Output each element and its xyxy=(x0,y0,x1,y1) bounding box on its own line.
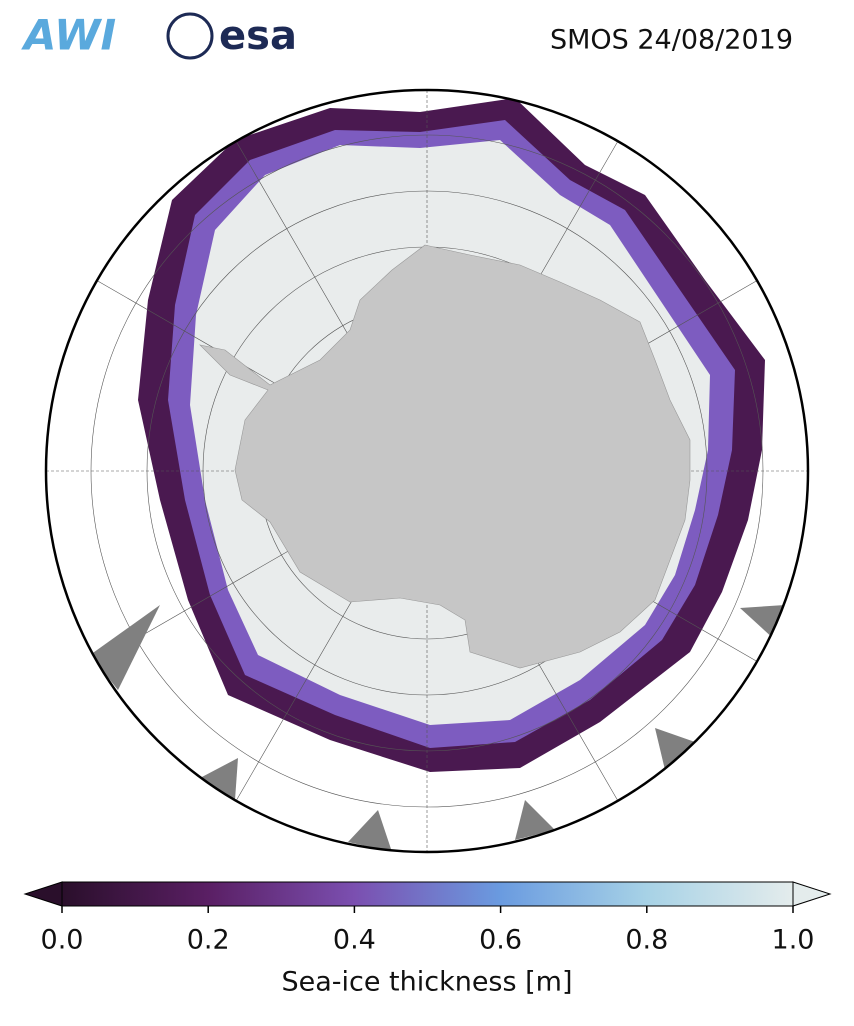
awi-logo: AWI xyxy=(21,11,116,60)
tick-label: 1.0 xyxy=(772,925,815,956)
colorbar-extend-max xyxy=(792,881,832,907)
tick-label: 0.2 xyxy=(187,925,230,956)
esa-logo: esa xyxy=(219,13,297,59)
map xyxy=(46,90,808,852)
colorbar-extend-min xyxy=(23,881,63,907)
antarctica xyxy=(199,244,691,669)
esa-logo-mark xyxy=(166,12,214,60)
map-title: SMOS 24/08/2019 xyxy=(550,25,793,56)
colorbar-body xyxy=(61,881,794,907)
colorbar-label: Sea-ice thickness [m] xyxy=(281,967,572,998)
tick-label: 0.8 xyxy=(625,925,668,956)
tick-label: 0.6 xyxy=(479,925,522,956)
map-boundary xyxy=(44,88,810,854)
tick-label: 0.0 xyxy=(41,925,84,956)
tick-label: 0.4 xyxy=(333,925,376,956)
colorbar xyxy=(23,881,832,913)
